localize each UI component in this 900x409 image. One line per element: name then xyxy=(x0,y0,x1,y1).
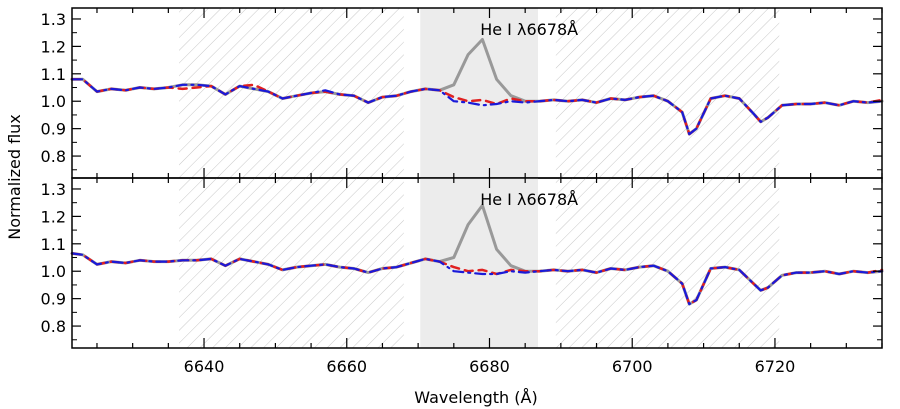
x-tick-label: 6640 xyxy=(184,357,225,376)
x-tick-label: 6720 xyxy=(755,357,796,376)
panel-2: 0.8 0.9 1.0 1.1 1.2 1.3 He I λ6678Å xyxy=(41,177,884,349)
y-tick-label: 1.3 xyxy=(41,10,66,29)
panels: 0.8 0.9 1.0 1.1 1.2 1.3 He I λ6678Å 0.8 0.9 1.0 1.… xyxy=(41,7,884,376)
panel-1: 0.8 0.9 1.0 1.1 1.2 1.3 He I λ6678Å xyxy=(41,7,884,179)
x-tick-label: 6660 xyxy=(326,357,367,376)
y-tick-label: 1.1 xyxy=(41,65,66,84)
y-tick-label: 0.8 xyxy=(41,147,66,166)
plot-frame xyxy=(71,177,883,349)
line-annotation: He I λ6678Å xyxy=(480,190,578,209)
y-tick-label: 0.9 xyxy=(41,290,66,309)
y-tick-label: 1.0 xyxy=(41,262,66,281)
series-model-b xyxy=(70,78,884,136)
y-tick-label: 1.1 xyxy=(41,235,66,254)
y-tick-label: 1.2 xyxy=(41,207,66,226)
y-tick-label: 1.2 xyxy=(41,37,66,56)
x-tick-label: 6700 xyxy=(612,357,653,376)
hatched-region-2 xyxy=(555,178,780,348)
hatched-region-1 xyxy=(179,178,404,348)
shaded-region xyxy=(420,8,539,178)
hatched-region-1 xyxy=(179,8,404,178)
line-annotation: He I λ6678Å xyxy=(480,20,578,39)
y-tick-label: 0.8 xyxy=(41,317,66,336)
y-tick-label: 0.9 xyxy=(41,120,66,139)
y-axis-title: Normalized flux xyxy=(5,114,24,240)
x-tick-label: 6680 xyxy=(469,357,510,376)
series-model-b xyxy=(70,252,884,306)
y-tick-label: 1.0 xyxy=(41,92,66,111)
x-axis-title: Wavelength (Å) xyxy=(414,388,537,407)
hatched-region-2 xyxy=(555,8,780,178)
y-tick-label: 1.3 xyxy=(41,180,66,199)
